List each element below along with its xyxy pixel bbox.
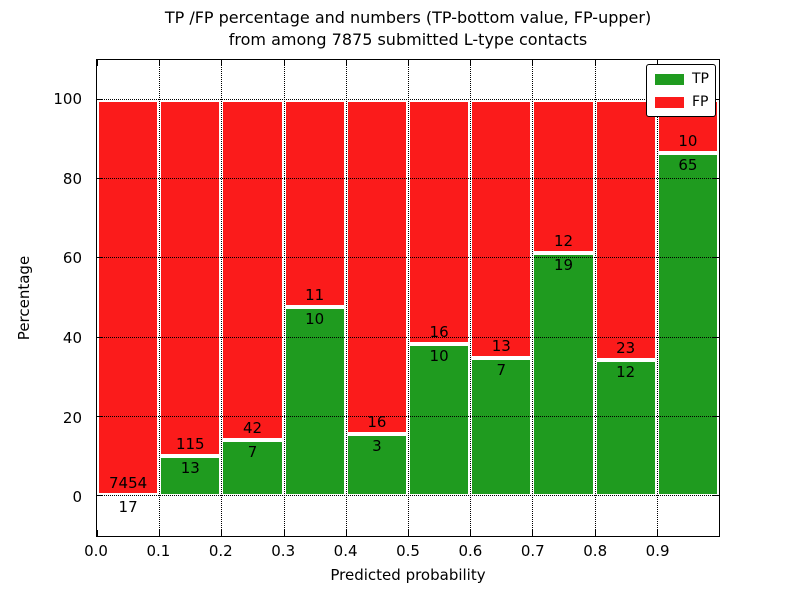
y-tick-left (97, 178, 103, 179)
x-tick-top (656, 60, 658, 66)
y-tick-label-80: 80 (62, 169, 82, 188)
x-tick-label-0.3: 0.3 (271, 542, 296, 560)
x-tick-top (221, 60, 223, 66)
v-gridline-0.3 (283, 60, 285, 536)
fp-bar-0.2-0.3 (221, 99, 284, 440)
x-tick-label-0.0: 0.0 (84, 542, 108, 560)
x-tick-bottom (221, 530, 223, 536)
y-tick-label-60: 60 (62, 249, 82, 268)
tp-count-label: 17 (118, 498, 138, 517)
v-gridline-0.7 (532, 60, 534, 536)
y-tick-label-20: 20 (62, 408, 82, 427)
x-tick-top (159, 60, 161, 66)
x-tick-label-0.6: 0.6 (458, 542, 483, 560)
x-tick-top (283, 60, 285, 66)
x-axis-label: Predicted probability (330, 566, 486, 584)
x-tick-bottom (159, 530, 161, 536)
y-tick-left (97, 416, 103, 417)
v-gridline-0.8 (594, 60, 596, 536)
x-tick-top (470, 60, 472, 66)
chart-title: TP /FP percentage and numbers (TP-bottom… (96, 7, 720, 51)
y-tick-right (713, 416, 719, 417)
x-tick-bottom (345, 530, 347, 536)
x-tick-label-0.2: 0.2 (208, 542, 233, 560)
x-tick-label-0.8: 0.8 (583, 542, 608, 560)
tp-bar-0.6-0.7 (470, 357, 533, 497)
v-gridline-0.4 (345, 60, 347, 536)
legend-label-TP: TP (692, 71, 709, 87)
x-tick-label-0.7: 0.7 (520, 542, 545, 560)
tp-bar-0.2-0.3 (221, 439, 284, 497)
x-tick-bottom (594, 530, 596, 536)
legend-entry-FP: FP (655, 94, 709, 110)
x-tick-top (532, 60, 534, 66)
x-axis-tick-labels: 0.0 0.1 0.2 0.3 0.4 0.5 0.6 0.7 0.8 0.9 (84, 542, 720, 562)
v-gridline-0.5 (408, 60, 409, 536)
tp-bar-0.8-0.9 (594, 360, 657, 497)
x-tick-bottom (656, 530, 658, 536)
y-tick-label-100: 100 (53, 89, 82, 108)
plot-area: 7454 17 115 13 42 7 11 10 16 3 16 10 13 7 12 19 23 12 10 65 (96, 59, 720, 537)
x-tick-bottom (283, 530, 285, 536)
y-tick-label-40: 40 (62, 328, 82, 347)
fp-bar-0.4-0.5 (345, 99, 408, 434)
v-gridline-0.2 (221, 60, 223, 536)
fp-bar-0.8-0.9 (594, 99, 657, 361)
tp-swatch-icon (655, 73, 684, 85)
x-tick-top (408, 60, 409, 66)
fp-bar-0.7-0.8 (532, 99, 595, 254)
chart-title-line-1: TP /FP percentage and numbers (TP-bottom… (164, 8, 652, 27)
x-tick-bottom (408, 530, 409, 536)
x-tick-bottom (97, 530, 98, 536)
y-axis-tick-labels: 0 20 40 60 80 100 (0, 59, 89, 537)
tp-bar-0.1-0.2 (159, 456, 222, 497)
x-tick-bottom (532, 530, 534, 536)
y-tick-right (713, 495, 719, 497)
y-tick-left (97, 257, 103, 259)
fp-bar-0.5-0.6 (408, 99, 471, 344)
x-tick-bottom (470, 530, 472, 536)
y-tick-right (713, 178, 719, 179)
y-tick-left (97, 336, 103, 338)
legend-label-FP: FP (692, 94, 709, 110)
fp-bar-0.1-0.2 (159, 99, 222, 457)
v-gridline-0.1 (159, 60, 161, 536)
x-tick-label-0.1: 0.1 (146, 542, 171, 560)
y-tick-right (713, 98, 719, 100)
x-tick-top (594, 60, 596, 66)
y-tick-left (97, 495, 103, 497)
tp-bar-0.9-1.0 (656, 152, 719, 497)
v-gridline-0.9 (656, 60, 658, 536)
v-gridline-0.6 (470, 60, 472, 536)
tp-bar-0.7-0.8 (532, 253, 595, 497)
x-tick-top (345, 60, 347, 66)
x-tick-top (97, 60, 98, 66)
y-tick-label-0: 0 (72, 488, 82, 507)
x-tick-label-0.5: 0.5 (396, 542, 420, 560)
x-tick-label-0.4: 0.4 (333, 542, 358, 560)
fp-bar-0.3-0.4 (283, 99, 346, 308)
y-tick-left (97, 98, 103, 100)
fp-bar-0.0-0.1 (97, 99, 160, 496)
tp-bar-0.4-0.5 (345, 433, 408, 497)
chart-title-line-2: from among 7875 submitted L-type contact… (228, 30, 588, 49)
legend: TP FP (646, 64, 716, 117)
fp-bar-0.6-0.7 (470, 99, 533, 358)
legend-entry-TP: TP (655, 71, 709, 87)
y-tick-right (713, 257, 719, 259)
fp-swatch-icon (655, 96, 684, 108)
tp-bar-0.5-0.6 (408, 343, 471, 497)
x-tick-label-0.9: 0.9 (645, 542, 670, 560)
y-tick-right (713, 336, 719, 338)
